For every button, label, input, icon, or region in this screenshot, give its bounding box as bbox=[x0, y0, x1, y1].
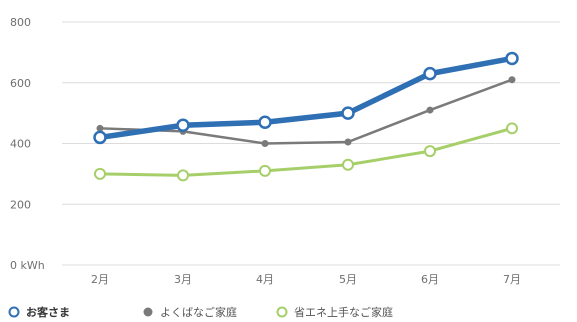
y-tick-label-4: 800 bbox=[10, 16, 31, 29]
y-axis-tick-labels: 0 kWh 200 400 600 800 bbox=[10, 16, 45, 272]
x-tick-label-1: 3月 bbox=[174, 273, 192, 286]
x-tick-label-0: 2月 bbox=[91, 273, 109, 286]
y-tick-label-2: 400 bbox=[10, 138, 31, 151]
point-s1-2 bbox=[261, 140, 269, 147]
legend: お客さま よくばなご家庭 省エネ上手なご家庭 bbox=[8, 305, 393, 319]
point-s1-3 bbox=[344, 138, 352, 146]
series-line-1 bbox=[98, 78, 514, 145]
series-line-2 bbox=[98, 126, 514, 177]
point-s0-2 bbox=[258, 115, 272, 129]
point-s0-1 bbox=[176, 118, 190, 133]
series-lines bbox=[93, 51, 519, 182]
x-tick-label-2: 4月 bbox=[256, 273, 274, 286]
point-s2-1 bbox=[177, 169, 189, 182]
x-tick-label-4: 6月 bbox=[421, 273, 439, 286]
x-axis-tick-labels: 2月 3月 4月 5月 6月 7月 bbox=[91, 273, 521, 286]
point-s0-3 bbox=[341, 106, 355, 120]
legend-marker-0 bbox=[8, 306, 20, 318]
point-s2-5 bbox=[506, 122, 518, 135]
point-s0-4 bbox=[423, 66, 437, 81]
series-2 bbox=[94, 122, 518, 182]
x-tick-label-5: 7月 bbox=[503, 273, 521, 286]
point-s1-4 bbox=[426, 106, 434, 114]
point-s0-0 bbox=[93, 130, 107, 145]
legend-label-1: よくばなご家庭 bbox=[160, 305, 237, 319]
series-0 bbox=[93, 51, 519, 145]
x-tick-label-3: 5月 bbox=[339, 273, 357, 286]
y-tick-label-0: 0 kWh bbox=[10, 259, 45, 272]
series-1 bbox=[96, 76, 516, 147]
point-s2-3 bbox=[342, 158, 354, 171]
legend-label-0: お客さま bbox=[26, 305, 70, 319]
y-tick-label-3: 600 bbox=[10, 77, 31, 90]
series-line-0 bbox=[97, 55, 515, 141]
point-s2-2 bbox=[259, 164, 271, 177]
point-s1-5 bbox=[508, 76, 516, 84]
y-tick-label-1: 200 bbox=[10, 198, 31, 211]
legend-marker-2 bbox=[276, 306, 288, 318]
point-s0-5 bbox=[505, 51, 519, 66]
point-s1-0 bbox=[96, 124, 104, 132]
legend-label-2: 省エネ上手なご家庭 bbox=[294, 305, 393, 319]
point-s2-4 bbox=[424, 145, 436, 158]
legend-marker-1 bbox=[143, 307, 153, 317]
point-s2-0 bbox=[94, 167, 106, 180]
